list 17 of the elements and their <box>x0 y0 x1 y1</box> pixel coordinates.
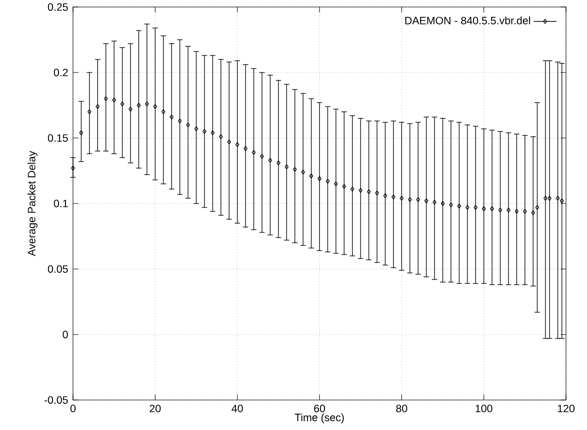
y-tick-label: 0.15 <box>48 134 68 142</box>
x-tick-label: 100 <box>476 404 492 412</box>
x-tick-label: 60 <box>314 404 326 412</box>
x-tick-label: 120 <box>558 404 574 412</box>
y-tick-label: -0.05 <box>44 396 68 404</box>
y-tick-label: 0.2 <box>54 68 68 76</box>
y-tick-label: 0.25 <box>48 3 68 11</box>
legend-label: DAEMON - 840.5.5.vbr.del <box>405 16 530 24</box>
y-tick-label: 0 <box>62 330 68 338</box>
x-tick-label: 80 <box>396 404 408 412</box>
x-axis-title: Time (sec) <box>294 413 344 424</box>
y-tick-label: 0.05 <box>48 265 68 273</box>
y-tick-label: 0.1 <box>54 200 68 208</box>
x-tick-label: 40 <box>232 404 243 412</box>
y-axis-title: Average Packet Delay <box>28 150 38 256</box>
x-tick-label: 20 <box>150 404 161 412</box>
x-tick-label: 0 <box>70 404 76 412</box>
